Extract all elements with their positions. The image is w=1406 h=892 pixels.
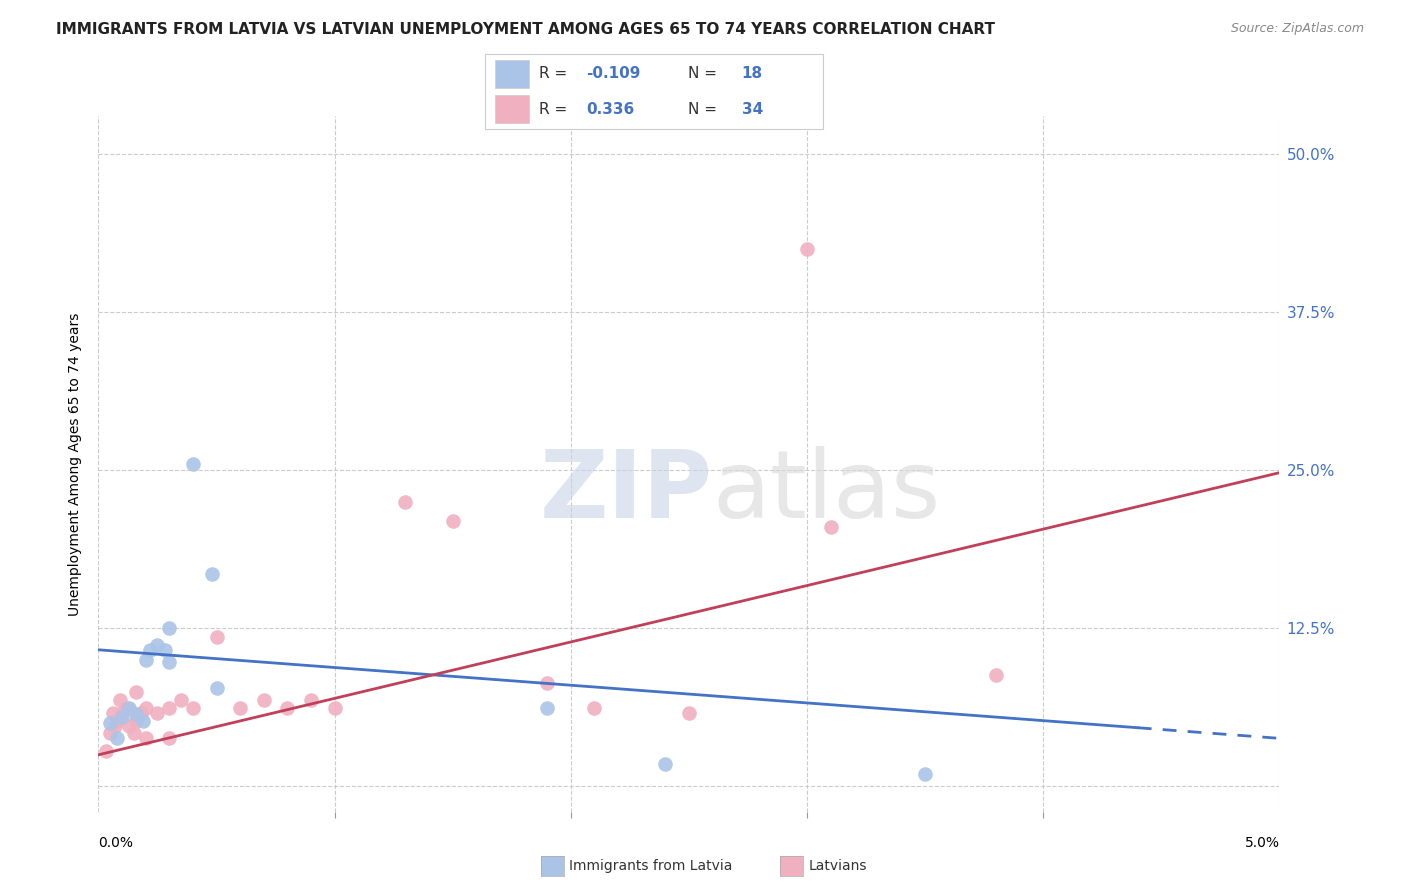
Point [125,714,148,728]
Point [394,495,416,509]
Text: 0.0%: 0.0% [98,836,134,850]
Text: IMMIGRANTS FROM LATVIA VS LATVIAN UNEMPLOYMENT AMONG AGES 65 TO 74 YEARS CORRELA: IMMIGRANTS FROM LATVIA VS LATVIAN UNEMPL… [56,22,995,37]
Point [125,707,148,722]
Bar [495,60,529,87]
Text: N =: N = [688,66,721,81]
Point [94,744,117,758]
Y-axis label: Unemployment Among Ages 65 to 74 years: Unemployment Among Ages 65 to 74 years [69,312,83,615]
Text: Source: ZipAtlas.com: Source: ZipAtlas.com [1230,22,1364,36]
Point [678,706,700,720]
Point [654,756,676,771]
Point [125,684,148,698]
Point [914,766,936,780]
Text: ZIP: ZIP [540,446,713,538]
Point [157,731,180,746]
Point [157,656,180,670]
Point [796,242,818,256]
Point [111,706,134,720]
Bar [495,95,529,123]
Point [104,719,127,733]
Point [157,701,180,715]
Point [201,566,224,581]
Point [205,681,228,695]
Point [122,726,145,740]
Point [108,693,131,707]
Point [820,520,842,534]
Point [135,653,157,667]
Point [111,710,134,724]
Point [105,714,128,728]
Text: Immigrants from Latvia: Immigrants from Latvia [569,859,733,873]
Point [157,621,180,635]
Point [118,701,141,715]
Point [583,701,606,715]
Text: atlas: atlas [713,446,941,538]
Point [146,638,169,652]
Text: 34: 34 [741,102,763,117]
Text: 0.336: 0.336 [586,102,634,117]
Point [98,716,121,731]
Point [135,731,157,746]
Point [984,668,1007,682]
Point [536,701,558,715]
Point [118,719,141,733]
Point [205,630,228,644]
Point [139,642,162,657]
Point [135,701,157,715]
Point [170,693,193,707]
Point [181,457,204,471]
Point [299,693,322,707]
Point [323,701,346,715]
Text: 18: 18 [741,66,762,81]
Point [253,693,276,707]
Point [105,731,128,746]
Point [98,726,121,740]
Text: R =: R = [538,66,572,81]
Text: N =: N = [688,102,721,117]
Point [536,675,558,690]
Point [181,701,204,715]
Point [101,706,124,720]
Point [153,642,176,657]
Point [115,701,138,715]
Point [229,701,252,715]
Point [441,514,464,528]
Text: Latvians: Latvians [808,859,868,873]
Text: -0.109: -0.109 [586,66,641,81]
Point [146,706,169,720]
Point [276,701,298,715]
Point [129,706,152,720]
Point [132,714,155,728]
Text: 5.0%: 5.0% [1244,836,1279,850]
Text: R =: R = [538,102,572,117]
